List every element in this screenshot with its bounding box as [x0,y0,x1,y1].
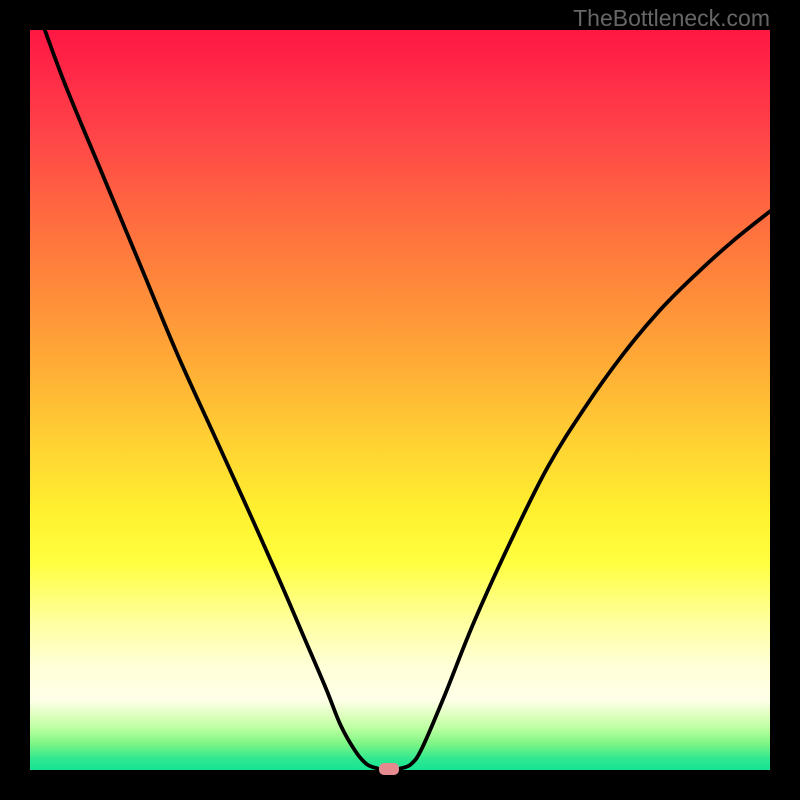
watermark-label: TheBottleneck.com [573,5,770,32]
plot-area [30,30,770,770]
minimum-marker [379,763,399,775]
outer-frame: TheBottleneck.com [0,0,800,800]
gradient-background [30,30,770,770]
chart-svg [30,30,770,770]
